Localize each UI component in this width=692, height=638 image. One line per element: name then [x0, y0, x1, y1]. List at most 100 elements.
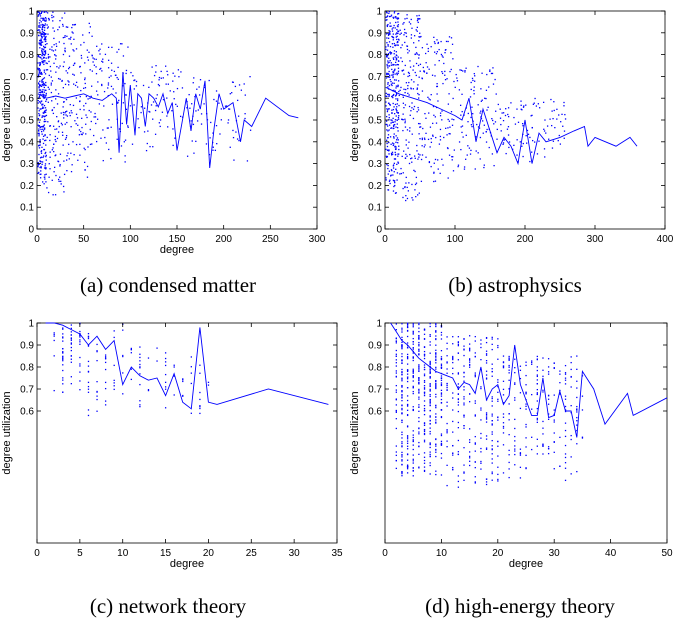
- scatter-point: [79, 143, 81, 146]
- scatter-point: [474, 372, 476, 374]
- scatter-point: [440, 409, 443, 411]
- scatter-point: [564, 113, 566, 116]
- scatter-point: [508, 419, 510, 421]
- scatter-point: [406, 405, 409, 407]
- scatter-point: [57, 121, 59, 123]
- scatter-point: [576, 387, 578, 389]
- scatter-point: [463, 168, 466, 170]
- scatter-point: [491, 472, 493, 475]
- scatter-point: [508, 388, 510, 390]
- scatter-point: [80, 72, 82, 74]
- scatter-point: [387, 67, 389, 69]
- scatter-point: [497, 346, 499, 349]
- scatter-point: [101, 84, 103, 87]
- scatter-point: [102, 58, 104, 60]
- scatter-point: [391, 154, 393, 156]
- scatter-point: [42, 84, 44, 87]
- scatter-point: [43, 11, 46, 13]
- scatter-point: [436, 51, 438, 53]
- scatter-point: [429, 385, 431, 388]
- scatter-point: [514, 358, 516, 360]
- scatter-point: [46, 12, 49, 14]
- scatter-point: [66, 115, 69, 117]
- scatter-point: [463, 402, 465, 404]
- scatter-point: [45, 20, 47, 22]
- scatter-point: [39, 61, 41, 64]
- scatter-point: [474, 466, 476, 469]
- scatter-point: [62, 391, 64, 393]
- scatter-point: [394, 90, 396, 92]
- scatter-point: [84, 78, 86, 81]
- scatter-point: [75, 81, 78, 83]
- scatter-point: [49, 139, 51, 142]
- scatter-point: [418, 410, 420, 413]
- scatter-point: [41, 23, 43, 26]
- scatter-point: [395, 459, 397, 462]
- scatter-point: [452, 361, 454, 364]
- scatter-point: [429, 462, 431, 464]
- scatter-point: [386, 24, 388, 27]
- scatter-point: [53, 335, 55, 337]
- scatter-point: [246, 160, 249, 162]
- scatter-point: [107, 84, 110, 86]
- scatter-point: [435, 359, 437, 362]
- scatter-point: [43, 17, 45, 20]
- scatter-point: [413, 105, 416, 108]
- scatter-point: [542, 369, 544, 371]
- scatter-point: [465, 67, 467, 69]
- panel-condensed-matter: 0 50 100 150 200 250 30000.10.20.30.40.50.60.7…: [1, 7, 326, 257]
- scatter-point: [401, 431, 403, 433]
- scatter-point: [415, 62, 418, 65]
- scatter-point: [435, 380, 437, 383]
- scatter-point: [58, 180, 60, 182]
- scatter-points: [37, 10, 252, 196]
- scatter-point: [554, 126, 556, 129]
- scatter-point: [412, 387, 414, 389]
- scatter-point: [430, 46, 432, 48]
- scatter-point: [41, 49, 43, 52]
- scatter-point: [386, 64, 388, 66]
- scatter-point: [37, 107, 39, 109]
- scatter-point: [514, 435, 516, 438]
- scatter-point: [400, 57, 402, 59]
- scatter-point: [75, 123, 77, 125]
- scatter-point: [423, 441, 426, 443]
- scatter-point: [426, 72, 428, 74]
- scatter-point: [497, 398, 499, 400]
- scatter-point: [396, 63, 399, 66]
- scatter-point: [469, 361, 471, 363]
- scatter-point: [62, 53, 65, 56]
- scatter-point: [86, 176, 89, 178]
- scatter-point: [44, 152, 46, 155]
- scatter-point: [88, 51, 90, 53]
- scatter-point: [559, 436, 561, 439]
- scatter-point: [62, 337, 64, 339]
- scatter-point: [56, 128, 58, 130]
- scatter-point: [393, 127, 395, 129]
- scatter-point: [407, 147, 409, 149]
- x-tick-label: 10: [436, 548, 448, 559]
- scatter-point: [410, 87, 412, 89]
- scatter-point: [401, 155, 403, 158]
- scatter-point: [44, 27, 46, 29]
- scatter-point: [436, 83, 438, 85]
- scatter-point: [547, 371, 550, 373]
- scatter-point: [148, 86, 150, 88]
- scatter-point: [392, 57, 395, 59]
- scatter-point: [388, 70, 390, 73]
- scatter-point: [390, 174, 392, 176]
- scatter-point: [417, 84, 419, 86]
- scatter-point: [526, 129, 529, 132]
- scatter-point: [41, 58, 43, 60]
- scatter-point: [38, 22, 41, 24]
- scatter-point: [483, 166, 485, 169]
- scatter-point: [408, 94, 410, 96]
- scatter-point: [395, 323, 397, 325]
- scatter-point: [410, 88, 412, 90]
- scatter-point: [495, 93, 497, 95]
- scatter-point: [429, 404, 431, 407]
- scatter-point: [428, 98, 430, 100]
- scatter-point: [45, 144, 47, 146]
- scatter-point: [508, 141, 511, 143]
- scatter-point: [395, 399, 397, 401]
